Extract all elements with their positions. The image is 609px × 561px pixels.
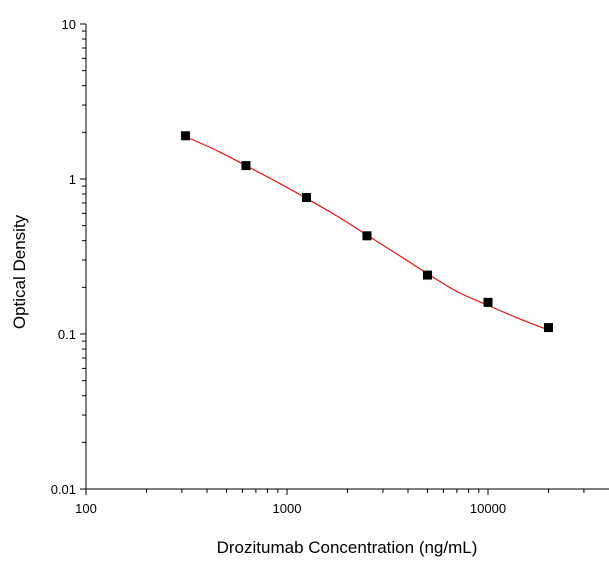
data-point	[362, 231, 372, 241]
y-tick-label: 0.01	[51, 482, 76, 497]
y-axis-title: Optical Density	[10, 214, 29, 329]
ticks	[80, 23, 585, 495]
data-point	[301, 192, 311, 202]
y-tick-label: 0.1	[58, 327, 76, 342]
x-axis-title: Drozitumab Concentration (ng/mL)	[217, 538, 478, 557]
x-tick-label: 100	[75, 501, 97, 516]
x-tick-label: 10000	[470, 501, 506, 516]
axes	[85, 24, 609, 490]
y-tick-label: 10	[62, 17, 76, 32]
y-tick-label: 1	[69, 172, 76, 187]
data-point	[483, 297, 493, 307]
data-points	[180, 131, 554, 333]
x-tick-label: 1000	[273, 501, 302, 516]
tick-labels: 100 1000 10000 0.01 0.1 1 10	[51, 17, 506, 516]
data-point	[422, 270, 432, 280]
data-point	[180, 131, 190, 141]
data-point	[241, 161, 251, 171]
data-point	[544, 323, 554, 333]
